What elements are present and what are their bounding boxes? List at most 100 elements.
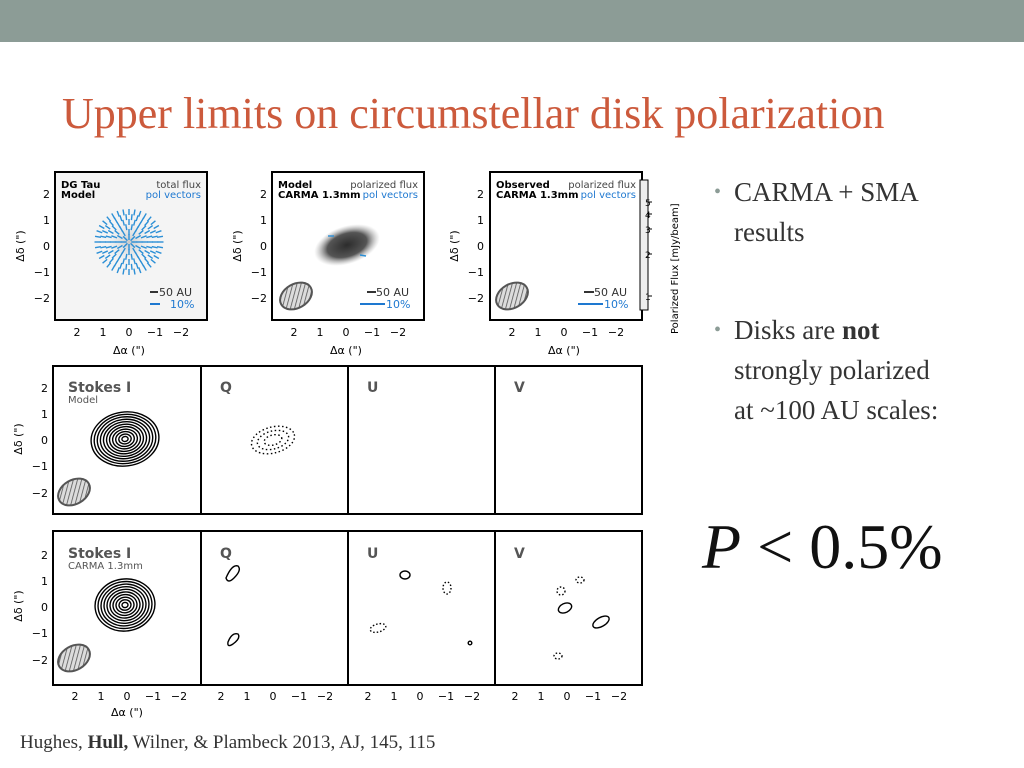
pol-vector: [111, 213, 116, 219]
pol-vector: [151, 235, 158, 239]
pol-vector: [155, 230, 162, 234]
pol-vector: [107, 249, 114, 255]
pol-vector: [98, 254, 105, 260]
stokes-i-contour: [111, 428, 139, 450]
top3-label-right-1: polarized flux: [568, 180, 636, 191]
formula-rest: < 0.5%: [741, 511, 943, 582]
top3-label-right-2: pol vectors: [581, 190, 636, 201]
pol-vector: [132, 219, 136, 226]
pol-vector: [149, 250, 157, 255]
pol-vector: [122, 242, 128, 249]
x-tick-label: −1: [147, 326, 163, 339]
pol-vector: [125, 214, 128, 221]
colorbar-tick: 4: [645, 211, 651, 221]
obs-u-label: U: [367, 546, 378, 562]
top3-scale-pct: 10%: [604, 298, 628, 311]
pol-vector: [146, 216, 152, 222]
bullet-2-line-3: at ~100 AU scales:: [734, 395, 939, 425]
stokes-i-contour: [106, 588, 144, 622]
y-axis-label: Δδ ("): [14, 230, 27, 261]
y-tick-label: 1: [477, 214, 484, 227]
y-tick-label: 0: [477, 240, 484, 253]
pol-vector: [133, 209, 136, 216]
stokes-i-contour: [112, 593, 138, 617]
pol-vector: [100, 245, 107, 249]
pol-vector: [140, 245, 147, 249]
top1-label-right-1: total flux: [156, 180, 201, 191]
pol-vector: [111, 265, 116, 271]
pol-vector: [134, 252, 139, 258]
stokes-i-contour: [100, 583, 150, 627]
pol-vector: [140, 260, 145, 267]
x-tick-label: 0: [126, 326, 133, 339]
pol-vector: [132, 258, 136, 265]
pol-vector: [138, 249, 144, 255]
row-observed: Stokes I CARMA 1.3mm Q U V: [52, 530, 643, 686]
pol-vector: [105, 235, 112, 239]
x-axis-label: Δα ("): [111, 706, 143, 719]
pol-vector: [144, 249, 151, 255]
bullet-2-line-2: strongly polarized: [734, 355, 930, 385]
stokes-i-contour: [102, 421, 148, 457]
stokes-i-contour: [115, 596, 135, 614]
obs-v-label: V: [514, 546, 525, 562]
pol-vector: [138, 267, 142, 274]
pol-vector: [100, 235, 107, 239]
x-tick-label: −1: [364, 326, 380, 339]
pol-vector: [116, 234, 123, 240]
citation: Hughes, Hull, Wilner, & Plambeck 2013, A…: [20, 732, 435, 754]
pol-vector: [108, 257, 114, 264]
pol-vector: [144, 220, 150, 227]
pol-vector: [156, 245, 164, 249]
pol-vector: [108, 220, 114, 227]
top2-scale-pct: 10%: [386, 298, 410, 311]
top1-scale-pct: 10%: [170, 298, 194, 311]
pol-vector: [140, 235, 147, 239]
pol-vector: [150, 258, 156, 264]
stokes-i-contour: [118, 433, 132, 445]
stokes-i-contour: [109, 591, 141, 619]
top2-label-left-1: Model: [278, 180, 312, 191]
y-tick-label: 1: [260, 214, 267, 227]
lower-axes: 210−1−2Δδ (")210−1−2Δδ (") 2 1 0 −1 −2 2 1 0 −1−…: [12, 382, 627, 719]
x-tick-label: 2: [218, 690, 225, 703]
x-tick-label: 0: [417, 690, 424, 703]
x-axis-label: Δα ("): [113, 344, 145, 357]
x-tick-label: 2: [512, 690, 519, 703]
y-axis-label: Δδ ("): [12, 423, 25, 454]
x-tick-label: −2: [390, 326, 406, 339]
y-tick-label: −1: [34, 266, 50, 279]
y-tick-label: −2: [34, 292, 50, 305]
pol-vector: [94, 245, 102, 249]
bullet-1-line-2: results: [734, 217, 805, 247]
pol-vector: [101, 229, 109, 234]
pol-vector: [122, 209, 125, 216]
stokes-i-contour: [121, 601, 129, 609]
citation-bold-author: Hull,: [87, 732, 129, 753]
x-tick-label: 1: [317, 326, 324, 339]
pol-vector: [119, 262, 123, 269]
pol-vector: [130, 214, 133, 221]
pol-vector: [142, 265, 147, 271]
stokes-i-contour: [108, 425, 142, 453]
top2-label-left-2: CARMA 1.3mm: [278, 190, 361, 201]
obs-stokes-i-sub: CARMA 1.3mm: [68, 561, 143, 572]
x-tick-label: 2: [72, 690, 79, 703]
formula-variable: P: [702, 511, 742, 582]
x-tick-label: −1: [438, 690, 454, 703]
slide-title: Upper limits on circumstellar disk polar…: [62, 89, 885, 138]
top-row-axes: 210−1−2Δδ (")210−1−2Δδ (")210−1−2Δδ (") …: [14, 188, 624, 357]
pol-vector: [130, 235, 136, 242]
model-q-label: Q: [220, 380, 232, 396]
pol-vector: [142, 213, 147, 219]
pol-vector: [122, 258, 126, 265]
top1-label-left-2: Model: [61, 190, 95, 201]
y-tick-label: 2: [41, 382, 48, 395]
top1-label-right-2: pol vectors: [146, 190, 201, 201]
y-tick-label: −1: [32, 627, 48, 640]
pol-vector: [113, 260, 118, 267]
top2-label-right-1: polarized flux: [350, 180, 418, 191]
top1-label-left-1: DG Tau: [61, 180, 100, 191]
stokes-i-contour: [105, 423, 145, 455]
y-tick-label: 1: [43, 214, 50, 227]
